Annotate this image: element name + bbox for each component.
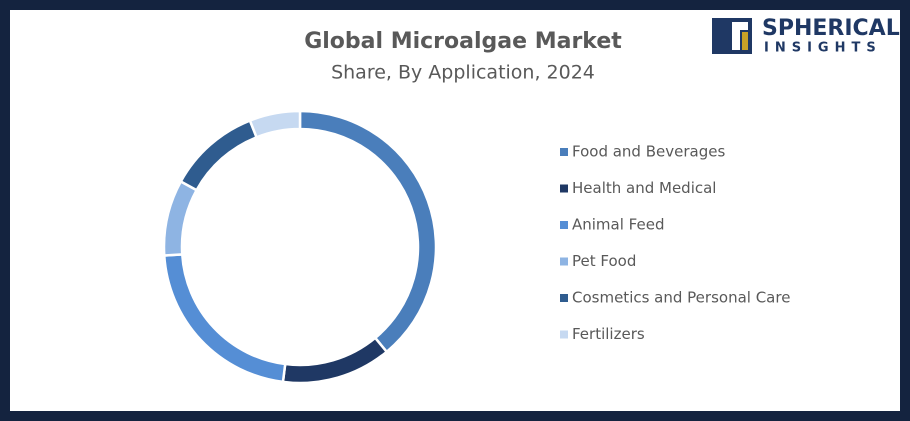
legend-label: Food and Beverages	[572, 143, 725, 161]
logo-text: SPHERICAL	[762, 16, 900, 41]
legend-swatch	[560, 148, 568, 156]
logo-mark	[732, 22, 748, 50]
legend-label: Cosmetics and Personal Care	[572, 289, 790, 307]
legend-swatch	[560, 184, 568, 193]
legend-swatch	[560, 330, 568, 339]
legend-label: Pet Food	[572, 252, 636, 270]
legend-label: Fertilizers	[572, 325, 645, 343]
legend-swatch	[560, 221, 568, 229]
logo: SPHERICAL INSIGHTS	[712, 16, 900, 56]
legend-swatch	[560, 257, 568, 266]
legend-swatch	[560, 294, 568, 302]
chart-subtitle: Share, By Application, 2024	[331, 62, 595, 84]
chart-title: Global Microalgae Market	[304, 29, 622, 54]
donut-segment	[248, 109, 302, 139]
legend-label: Animal Feed	[572, 216, 664, 234]
logo-accent	[742, 32, 748, 50]
logo-subtext: INSIGHTS	[764, 41, 882, 56]
legend-label: Health and Medical	[572, 179, 716, 197]
